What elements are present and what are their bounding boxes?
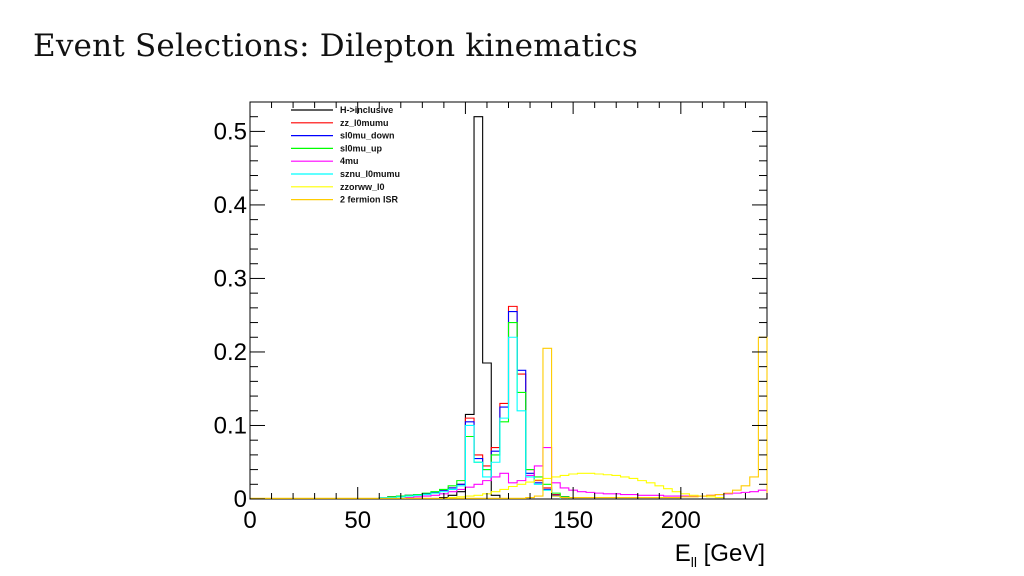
legend: H->inclusive zz_l0mumu sl0mu_down sl0mu_up 4…: [291, 105, 400, 205]
x-tick-label: 200: [661, 507, 701, 534]
series-5-histogram: [378, 336, 561, 499]
y-tick-label: 0.1: [214, 412, 247, 439]
legend-label: 4mu: [340, 156, 359, 166]
series-7-histogram: [249, 336, 768, 499]
y-tick-label: 0.4: [214, 192, 247, 219]
y-tick-label: 0.5: [214, 118, 247, 145]
x-tick-label: 0: [243, 507, 256, 534]
slide-title: Event Selections: Dilepton kinematics: [33, 28, 638, 64]
y-tick-label: 0.3: [214, 265, 247, 292]
legend-label: sl0mu_up: [340, 143, 383, 153]
legend-label: zzorww_l0: [340, 182, 385, 192]
legend-label: zz_l0mumu: [340, 118, 389, 128]
legend-label: 2 fermion ISR: [340, 195, 399, 205]
x-tick-label: 50: [344, 507, 371, 534]
y-tick-label: 0.2: [214, 339, 247, 366]
legend-label: sznu_l0mumu: [340, 169, 400, 179]
y-tick-label: 0: [234, 486, 247, 513]
x-tick-label: 150: [553, 507, 593, 534]
series-0-histogram: [439, 116, 501, 499]
x-axis-label: Ell [GeV]: [675, 540, 765, 570]
ticks-layer: 0 50 100 150 200 0 0.1 0.2 0.3 0.4 0.5: [214, 102, 768, 534]
legend-label: sl0mu_down: [340, 131, 395, 141]
x-tick-label: 100: [445, 507, 485, 534]
legend-label: H->inclusive: [340, 105, 393, 115]
